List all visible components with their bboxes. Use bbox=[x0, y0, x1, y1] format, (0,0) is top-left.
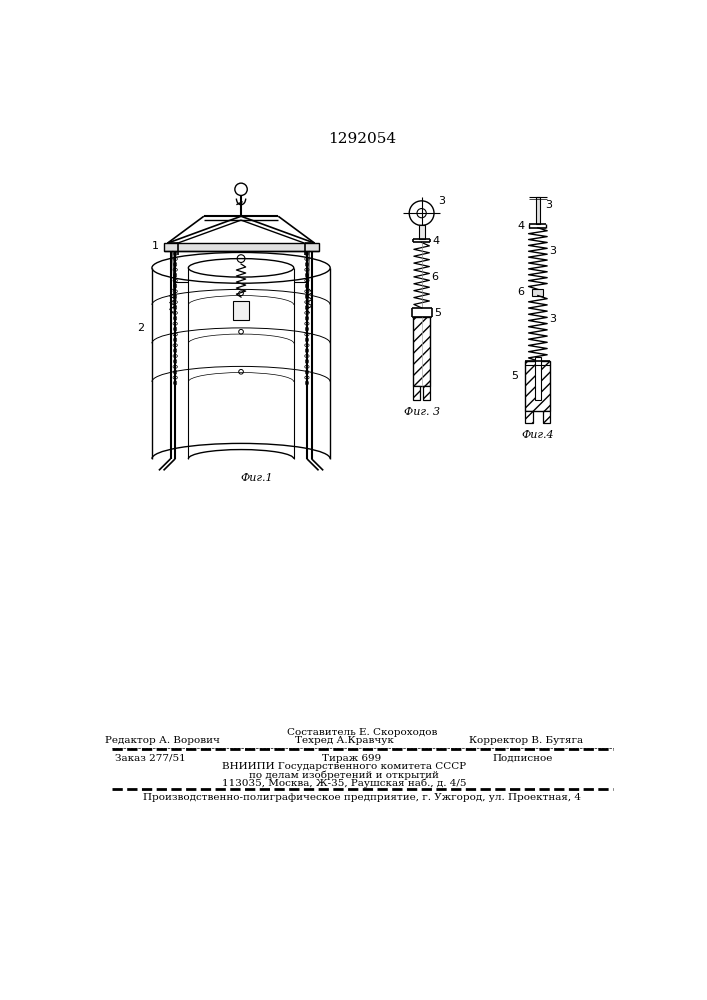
Text: 6: 6 bbox=[518, 287, 525, 297]
Text: Подписное: Подписное bbox=[492, 754, 553, 763]
Bar bbox=[423, 386, 430, 400]
Text: 4: 4 bbox=[433, 236, 440, 246]
Text: 5: 5 bbox=[434, 308, 441, 318]
Bar bbox=[525, 361, 550, 411]
Text: 1292054: 1292054 bbox=[328, 132, 396, 146]
Text: 3: 3 bbox=[438, 196, 445, 206]
Bar bbox=[413, 317, 430, 386]
Text: ВНИИПИ Государственного комитета СССР: ВНИИПИ Государственного комитета СССР bbox=[222, 762, 466, 771]
Text: 3: 3 bbox=[549, 314, 556, 324]
Text: 3: 3 bbox=[549, 246, 556, 256]
Text: Заказ 277/51: Заказ 277/51 bbox=[115, 754, 186, 763]
Bar bbox=[233, 301, 249, 320]
Text: Тираж 699: Тираж 699 bbox=[322, 754, 382, 763]
Text: Фиг.4: Фиг.4 bbox=[522, 430, 554, 440]
Text: 6: 6 bbox=[432, 272, 439, 282]
Text: Фиг. 3: Фиг. 3 bbox=[404, 407, 440, 417]
Text: Корректор В. Бутяга: Корректор В. Бутяга bbox=[469, 736, 583, 745]
Bar bbox=[413, 386, 420, 400]
Bar bbox=[525, 411, 533, 423]
Text: 113035, Москва, Ж-35, Раушская наб., д. 4/5: 113035, Москва, Ж-35, Раушская наб., д. … bbox=[222, 779, 467, 788]
Text: 2: 2 bbox=[136, 323, 144, 333]
Text: 5: 5 bbox=[512, 371, 518, 381]
Text: 4: 4 bbox=[518, 221, 525, 231]
Text: Производственно-полиграфическое предприятие, г. Ужгород, ул. Проектная, 4: Производственно-полиграфическое предприя… bbox=[143, 793, 581, 802]
Bar bbox=[542, 411, 550, 423]
Bar bbox=[534, 357, 541, 400]
Bar bbox=[537, 197, 540, 224]
Bar bbox=[532, 289, 543, 296]
Text: Редактор А. Ворович: Редактор А. Ворович bbox=[105, 736, 219, 745]
Text: Составитель Е. Скороходов: Составитель Е. Скороходов bbox=[287, 728, 437, 737]
Text: Фиг.1: Фиг.1 bbox=[240, 473, 273, 483]
Text: 3: 3 bbox=[546, 200, 553, 210]
Text: 1: 1 bbox=[152, 241, 159, 251]
Text: Техред А.Кравчук: Техред А.Кравчук bbox=[295, 736, 394, 745]
Bar bbox=[163, 243, 319, 251]
Text: по делам изобретений и открытий: по делам изобретений и открытий bbox=[249, 771, 439, 780]
Bar bbox=[419, 225, 425, 239]
